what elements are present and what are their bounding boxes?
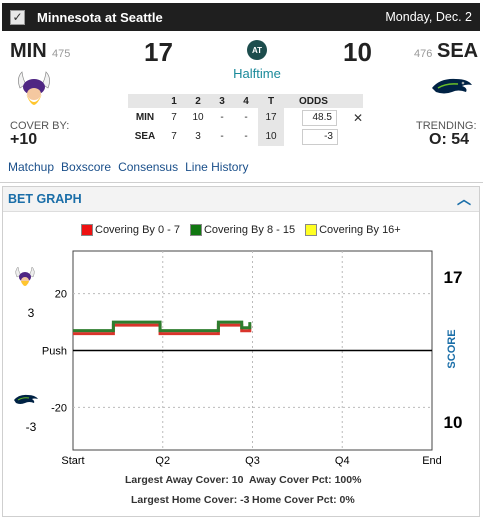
largest-away-cover: Largest Away Cover: 10 xyxy=(125,474,244,486)
box-total: 10 xyxy=(258,127,284,146)
box-q3: - xyxy=(220,112,224,123)
right-bottom-score: 10 xyxy=(444,413,463,432)
box-team: MIN xyxy=(135,112,155,123)
close-icon[interactable]: ✕ xyxy=(352,110,363,125)
box-team: SEA xyxy=(134,131,156,142)
right-top-score: 17 xyxy=(444,268,463,287)
legend-item: Covering By 16+ xyxy=(305,224,401,236)
link-matchup[interactable]: Matchup xyxy=(8,160,55,174)
x-tick-label: Q4 xyxy=(335,455,350,467)
box-q4: - xyxy=(244,112,248,123)
x-tick-label: End xyxy=(422,455,442,467)
box-header-odds: ODDS xyxy=(299,95,328,107)
section-divider xyxy=(0,182,483,183)
home-score: 10 xyxy=(343,37,372,67)
box-score-row: MIN 7 10 - - 17 48.5 ✕ xyxy=(128,108,363,127)
box-score-row: SEA 7 3 - - 10 -3 xyxy=(128,127,363,146)
y-tick-label: 20 xyxy=(55,289,67,301)
home-side-value: -3 xyxy=(26,420,37,434)
box-q1: 7 xyxy=(171,131,177,142)
box-score-table: 1 2 3 4 T ODDS MIN 7 10 - - 17 48.5 ✕ SE… xyxy=(128,94,363,146)
box-header-q2: 2 xyxy=(195,95,201,107)
away-cover-pct: Away Cover Pct: 100% xyxy=(249,474,362,486)
y-tick-label: Push xyxy=(42,346,67,358)
legend-swatch-green xyxy=(189,224,202,236)
box-q2: 10 xyxy=(192,112,204,123)
cover-by-label: COVER BY: xyxy=(10,120,70,132)
box-header-total: T xyxy=(258,94,284,108)
select-checkbox[interactable]: ✓ xyxy=(10,9,25,25)
bet-graph-legend: Covering By 0 - 7 Covering By 8 - 15 Cov… xyxy=(81,224,401,236)
bet-graph-chart: 20 Push -20 Start Q2 Q3 Q4 End 3 -3 17 10 SCORE Large… xyxy=(14,250,463,506)
away-team-abbr: MIN xyxy=(10,40,47,62)
away-side-value: 3 xyxy=(28,306,35,320)
odds-total-field[interactable]: 48.5 xyxy=(302,109,337,126)
seahawks-logo-small xyxy=(14,394,38,404)
box-q1: 7 xyxy=(171,112,177,123)
seahawks-logo xyxy=(430,76,474,103)
at-badge: AT xyxy=(247,40,267,60)
box-header-q4: 4 xyxy=(243,95,249,107)
game-links-nav: Matchup Boxscore Consensus Line History xyxy=(8,160,248,174)
legend-swatch-yellow xyxy=(305,224,318,236)
away-rotation-number: 475 xyxy=(52,48,71,60)
box-score-header: 1 2 3 4 T ODDS xyxy=(128,94,363,108)
box-q2: 3 xyxy=(195,131,201,142)
trending-label: TRENDING: xyxy=(416,120,477,132)
score-axis-label: SCORE xyxy=(446,329,458,368)
box-total: 17 xyxy=(258,108,284,127)
bet-graph-header[interactable]: BET GRAPH ︿ xyxy=(3,187,479,212)
bet-graph-title: BET GRAPH xyxy=(8,192,82,206)
legend-item: Covering By 0 - 7 xyxy=(81,224,180,236)
matchup-title: Minnesota at Seattle xyxy=(37,9,163,25)
cover-by-value: +10 xyxy=(10,131,38,148)
vikings-logo-small xyxy=(15,266,35,286)
home-rotation-number: 476 xyxy=(414,48,433,60)
y-tick-label: -20 xyxy=(51,402,67,414)
vikings-logo xyxy=(14,70,54,115)
box-header-q3: 3 xyxy=(219,95,225,107)
x-tick-label: Q3 xyxy=(245,455,260,467)
legend-label: Covering By 16+ xyxy=(319,224,401,236)
legend-swatch-red xyxy=(81,224,93,236)
game-date: Monday, Dec. 2 xyxy=(385,10,472,24)
link-line-history[interactable]: Line History xyxy=(185,160,249,174)
home-team-abbr: SEA xyxy=(437,40,479,62)
game-status: Halftime xyxy=(233,66,281,81)
odds-spread-field[interactable]: -3 xyxy=(302,128,338,145)
home-cover-pct: Home Cover Pct: 0% xyxy=(252,494,355,506)
legend-item: Covering By 8 - 15 xyxy=(189,224,296,236)
matchup-header-bar: ✓ Minnesota at Seattle Monday, Dec. 2 xyxy=(2,3,480,31)
box-q4: - xyxy=(244,131,248,142)
trending-value: O: 54 xyxy=(429,131,470,148)
series-line xyxy=(73,320,252,333)
away-score: 17 xyxy=(144,37,173,67)
largest-home-cover: Largest Home Cover: -3 xyxy=(131,494,250,506)
x-tick-label: Start xyxy=(61,455,84,467)
legend-label: Covering By 8 - 15 xyxy=(203,224,296,236)
link-boxscore[interactable]: Boxscore xyxy=(61,160,112,174)
chevron-up-icon[interactable]: ︿ xyxy=(457,191,471,207)
x-tick-label: Q2 xyxy=(155,455,170,467)
bet-graph-panel: BET GRAPH ︿ Covering By 0 - 7 Covering B… xyxy=(2,186,480,517)
box-q3: - xyxy=(220,131,224,142)
legend-label: Covering By 0 - 7 xyxy=(95,224,180,236)
box-header-q1: 1 xyxy=(171,95,177,107)
link-consensus[interactable]: Consensus xyxy=(118,160,179,174)
